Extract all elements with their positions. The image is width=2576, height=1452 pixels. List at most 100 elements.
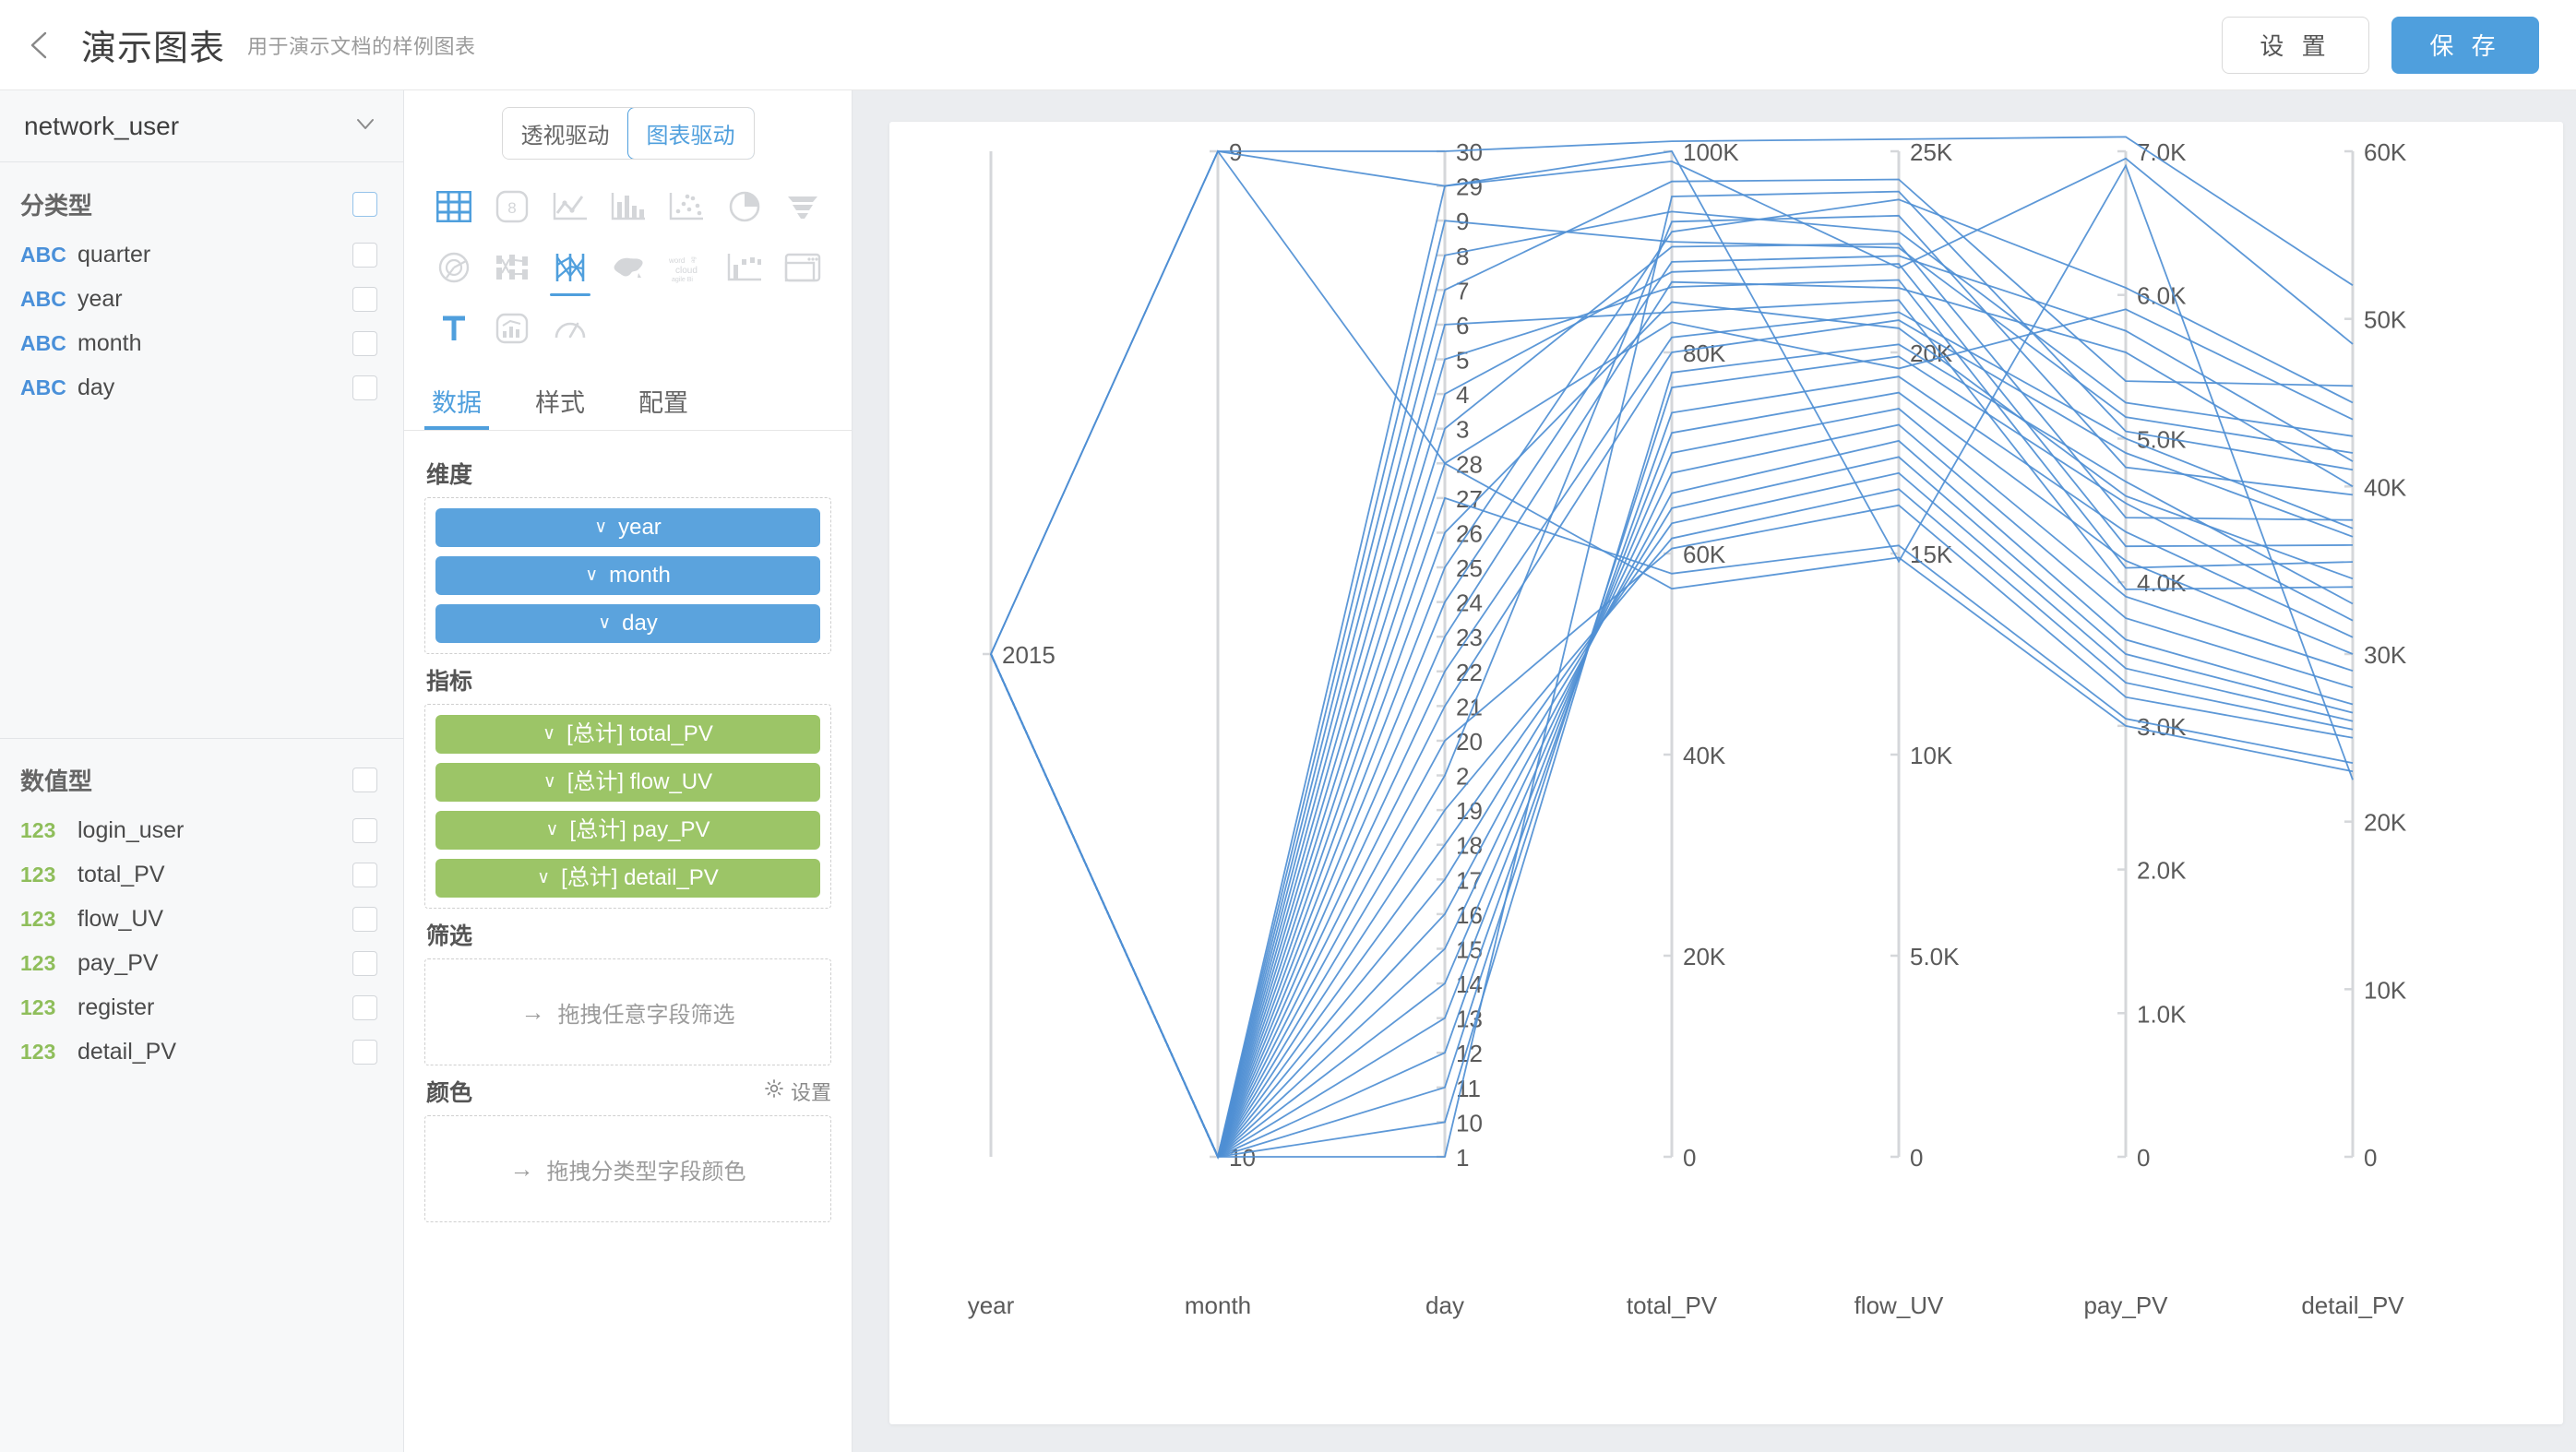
axis-tick-label: 11 [1456,1075,1481,1102]
filter-dropzone[interactable]: → 拖拽任意字段筛选 [424,958,831,1065]
chart-type-mixed[interactable] [483,298,541,359]
tab-data[interactable]: 数据 [424,370,489,430]
field-row-quarter[interactable]: ABC quarter [0,232,403,277]
chart-type-waterfall[interactable] [715,237,773,298]
tab-style[interactable]: 样式 [535,389,585,417]
group-header-numeric[interactable]: 数值型 [0,752,403,809]
axis-tick-label: 29 [1456,173,1483,201]
chart-type-word-cloud[interactable]: word ag cloud agile Bi [657,237,715,298]
back-button[interactable] [20,25,61,65]
metric-pill-total-pv[interactable]: ∨ [总计] total_PV [435,715,820,754]
color-placeholder: 拖拽分类型字段颜色 [546,1159,746,1184]
chart-type-funnel[interactable] [773,176,831,237]
field-row-register[interactable]: 123 register [0,986,403,1030]
axis-name-day: day [1425,1291,1464,1319]
chart-type-bar[interactable] [599,176,657,237]
field-checkbox[interactable] [352,863,377,887]
field-name: register [78,994,155,1020]
pill-label: [总计] total_PV [566,721,713,746]
color-settings-button[interactable]: 设置 [764,1077,831,1106]
mode-switch: 透视驱动 图表驱动 [404,90,852,167]
field-name: month [78,329,142,356]
chart-type-sankey[interactable] [483,237,541,298]
field-checkbox[interactable] [352,375,377,400]
field-row-total-pv[interactable]: 123 total_PV [0,853,403,898]
axis-tick-label: 9 [1229,138,1242,166]
save-button[interactable]: 保 存 [2391,16,2539,74]
axis-tick-label: 2.0K [2137,857,2187,885]
chart-type-gauge[interactable] [541,298,599,359]
fields-spacer [0,410,403,732]
tab-config[interactable]: 配置 [638,389,688,417]
axis-tick-label: 50K [2364,306,2407,334]
chart-type-parallel[interactable] [541,237,599,298]
frame-container-icon [784,253,821,282]
config-tabs: 数据 样式 配置 [404,370,852,431]
field-row-detail-pv[interactable]: 123 detail_PV [0,1030,403,1075]
chevron-down-icon: ∨ [537,868,551,887]
series-line[interactable] [990,150,2354,1160]
axis-tick-label: 20K [2364,809,2407,837]
field-checkbox[interactable] [352,1040,377,1065]
gear-icon [764,1078,784,1104]
axis-name-month: month [1185,1291,1251,1319]
field-checkbox[interactable] [352,330,377,356]
metric-pill-detail-pv[interactable]: ∨ [总计] detail_PV [435,859,820,898]
dimension-title: 维度 [426,462,473,488]
mode-tab-chart[interactable]: 图表驱动 [626,108,754,159]
chevron-down-icon: ∨ [585,565,599,585]
axis-tick-label: 6 [1456,312,1469,339]
mode-tab-pivot[interactable]: 透视驱动 [502,108,628,159]
color-dropzone[interactable]: → 拖拽分类型字段颜色 [424,1115,831,1222]
chart-type-pie[interactable] [715,176,773,237]
settings-button[interactable]: 设 置 [2222,16,2369,74]
group-checkbox[interactable] [352,191,377,217]
sankey-chart-icon [494,253,531,282]
field-checkbox[interactable] [352,242,377,268]
dimension-pill-day[interactable]: ∨ day [435,604,820,643]
field-row-year[interactable]: ABC year [0,277,403,321]
radar-chart-icon [437,251,471,284]
chart-type-line[interactable] [541,176,599,237]
field-row-pay-pv[interactable]: 123 pay_PV [0,942,403,986]
chart-type-frame[interactable] [773,237,831,298]
group-header-categorical[interactable]: 分类型 [0,175,403,232]
chart-type-map[interactable] [599,237,657,298]
field-row-day[interactable]: ABC day [0,365,403,410]
metric-pill-pay-pv[interactable]: ∨ [总计] pay_PV [435,811,820,850]
axis-tick-label: 1.0K [2137,1000,2187,1028]
field-checkbox[interactable] [352,818,377,843]
chart-type-table[interactable] [424,176,483,237]
metric-dropzone[interactable]: ∨ [总计] total_PV ∨ [总计] flow_UV ∨ [总计] pa… [424,704,831,909]
waterfall-chart-icon [726,252,763,283]
chart-type-grid: 8 [404,167,852,364]
chevron-down-icon: ∨ [545,820,559,839]
series-line[interactable] [990,149,2354,655]
chart-type-text[interactable] [424,298,483,359]
field-checkbox[interactable] [352,995,377,1020]
metric-pill-flow-uv[interactable]: ∨ [总计] flow_UV [435,763,820,802]
field-checkbox[interactable] [352,951,377,976]
dimension-dropzone[interactable]: ∨ year ∨ month ∨ day [424,497,831,654]
axis-tick-label: 0 [2364,1144,2377,1172]
group-checkbox[interactable] [352,768,377,792]
axis-tick-label: 30K [2364,641,2407,669]
parallel-coordinates-chart[interactable]: 2015year910month302998765432827262524232… [889,122,2563,1424]
field-row-flow-uv[interactable]: 123 flow_UV [0,898,403,942]
chart-type-number-card[interactable]: 8 [483,176,541,237]
field-name: quarter [78,241,151,268]
chart-type-scatter[interactable] [657,176,715,237]
field-type-badge: 123 [20,1040,56,1064]
field-checkbox[interactable] [352,286,377,312]
word-cloud-icon: word ag cloud agile Bi [665,252,708,283]
chevron-down-icon: ∨ [543,772,556,791]
chart-card[interactable]: 2015 year 9 10 month 30 29 9 8 7 6 5 4 3 28 27 26 25 24 23 2… [889,122,2563,1424]
datasource-select[interactable]: network_user [0,90,403,162]
dimension-pill-month[interactable]: ∨ month [435,556,820,595]
field-checkbox[interactable] [352,907,377,932]
dimension-pill-year[interactable]: ∨ year [435,508,820,547]
chart-type-radar[interactable] [424,237,483,298]
field-row-login-user[interactable]: 123 login_user [0,809,403,853]
mixed-chart-icon [495,313,529,344]
field-row-month[interactable]: ABC month [0,321,403,365]
